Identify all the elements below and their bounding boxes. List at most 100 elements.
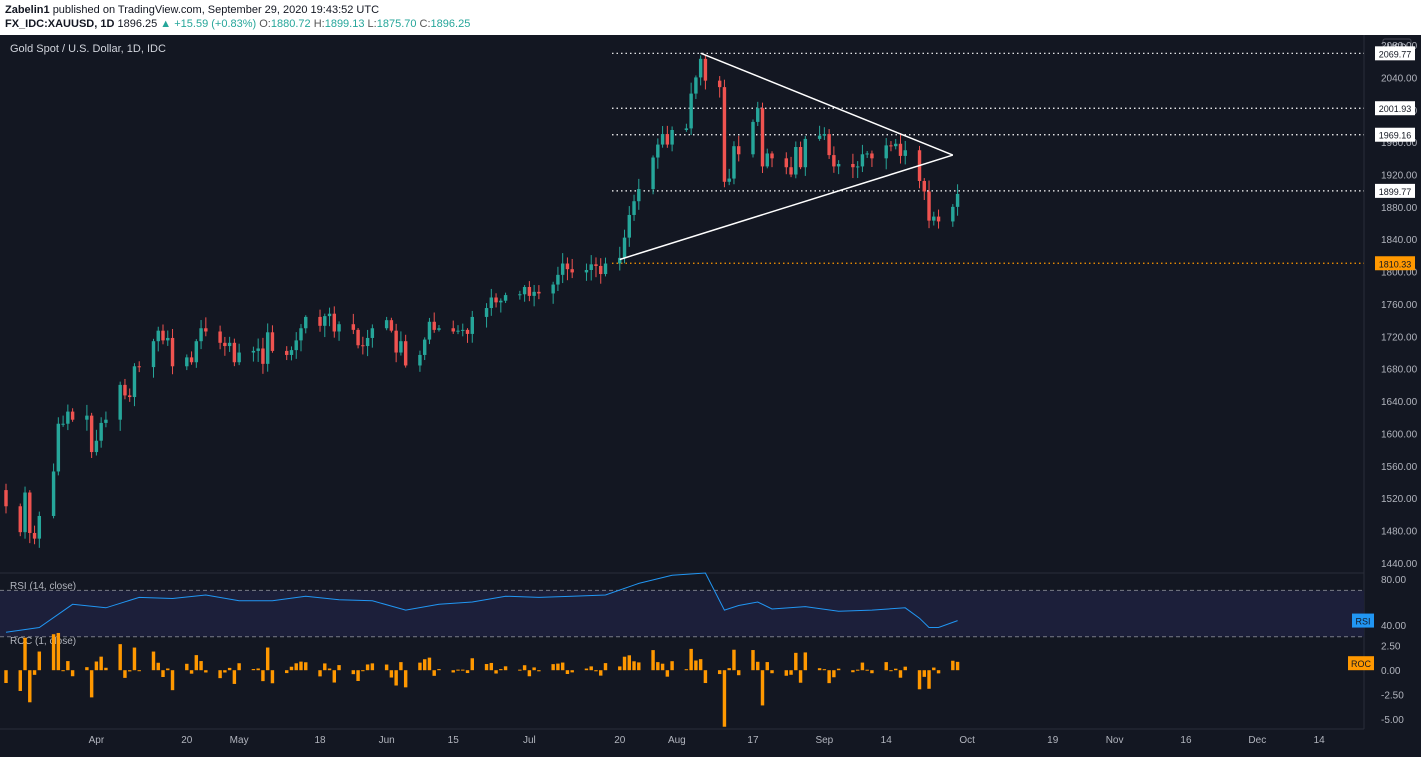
triangle-upper-trendline[interactable] — [700, 52, 954, 156]
roc-bar[interactable] — [418, 662, 422, 671]
roc-bar[interactable] — [803, 652, 808, 671]
candle-body[interactable] — [670, 130, 674, 145]
roc-bar[interactable] — [694, 660, 698, 671]
candle-body[interactable] — [456, 330, 460, 332]
candle-body[interactable] — [118, 384, 122, 420]
roc-bar[interactable] — [185, 663, 189, 671]
roc-bar[interactable] — [89, 670, 94, 698]
roc-bar[interactable] — [622, 656, 627, 671]
roc-bar[interactable] — [204, 670, 208, 673]
roc-bar[interactable] — [389, 670, 394, 678]
roc-bar[interactable] — [51, 634, 56, 671]
candle-body[interactable] — [204, 328, 208, 332]
roc-bar[interactable] — [456, 669, 460, 671]
candle-body[interactable] — [323, 316, 327, 326]
roc-bar[interactable] — [422, 659, 427, 671]
candle-body[interactable] — [865, 153, 869, 155]
roc-bar[interactable] — [822, 669, 827, 671]
candle-body[interactable] — [851, 163, 855, 168]
roc-bar[interactable] — [527, 670, 532, 677]
roc-bar[interactable] — [194, 655, 199, 671]
candle-body[interactable] — [955, 193, 960, 207]
candle-body[interactable] — [156, 330, 160, 342]
candle-body[interactable] — [304, 316, 308, 329]
candle-body[interactable] — [256, 348, 260, 351]
candle-body[interactable] — [684, 128, 689, 131]
candle-body[interactable] — [185, 357, 189, 367]
candle-body[interactable] — [23, 492, 27, 533]
roc-bar[interactable] — [917, 670, 922, 690]
candle-body[interactable] — [722, 87, 727, 182]
candle-body[interactable] — [251, 350, 256, 353]
candle-body[interactable] — [537, 291, 541, 294]
roc-bar[interactable] — [851, 670, 855, 673]
roc-bar[interactable] — [951, 660, 955, 671]
roc-bar[interactable] — [727, 668, 731, 671]
candle-body[interactable] — [760, 108, 765, 167]
roc-bar[interactable] — [903, 666, 907, 671]
roc-bar[interactable] — [637, 662, 641, 671]
roc-bar[interactable] — [584, 668, 589, 671]
candle-body[interactable] — [737, 146, 741, 155]
candle-body[interactable] — [656, 144, 660, 158]
roc-bar[interactable] — [332, 670, 337, 683]
roc-bar[interactable] — [737, 670, 741, 676]
candle-body[interactable] — [132, 366, 137, 398]
candle-body[interactable] — [189, 357, 194, 363]
candle-body[interactable] — [422, 339, 427, 355]
roc-bar[interactable] — [294, 663, 298, 671]
roc-bar[interactable] — [123, 670, 127, 678]
candle-body[interactable] — [784, 158, 789, 168]
candle-body[interactable] — [4, 490, 8, 507]
roc-bar[interactable] — [265, 647, 270, 671]
candle-body[interactable] — [199, 328, 203, 342]
roc-bar[interactable] — [451, 670, 455, 673]
candle-body[interactable] — [503, 295, 508, 301]
roc-bar[interactable] — [299, 661, 303, 671]
roc-bar[interactable] — [23, 637, 27, 671]
candle-body[interactable] — [599, 265, 603, 275]
candle-body[interactable] — [399, 341, 403, 353]
candle-body[interactable] — [318, 316, 322, 326]
roc-bar[interactable] — [37, 651, 42, 671]
roc-bar[interactable] — [327, 668, 332, 671]
candle-body[interactable] — [265, 332, 270, 364]
roc-bar[interactable] — [161, 670, 165, 678]
roc-bar[interactable] — [370, 663, 375, 671]
roc-bar[interactable] — [318, 670, 322, 677]
roc-bar[interactable] — [256, 668, 260, 671]
roc-bar[interactable] — [227, 667, 232, 671]
roc-bar[interactable] — [660, 663, 665, 671]
roc-bar[interactable] — [722, 670, 727, 727]
roc-bar[interactable] — [132, 647, 137, 671]
roc-bar[interactable] — [760, 670, 765, 706]
roc-bar[interactable] — [603, 663, 608, 671]
roc-bar[interactable] — [61, 670, 65, 672]
candle-body[interactable] — [332, 313, 337, 332]
candle-body[interactable] — [870, 153, 874, 159]
roc-bar[interactable] — [632, 661, 636, 671]
candle-body[interactable] — [465, 329, 470, 334]
candle-body[interactable] — [227, 342, 232, 347]
roc-bar[interactable] — [651, 650, 655, 671]
roc-bar[interactable] — [499, 669, 503, 671]
roc-bar[interactable] — [884, 662, 888, 671]
roc-bar[interactable] — [860, 662, 865, 671]
roc-bar[interactable] — [351, 670, 356, 675]
candle-body[interactable] — [223, 342, 227, 347]
candle-body[interactable] — [698, 58, 703, 78]
roc-bar[interactable] — [656, 662, 660, 671]
roc-bar[interactable] — [865, 669, 869, 671]
candle-body[interactable] — [660, 134, 665, 145]
chart-canvas[interactable]: Gold Spot / U.S. Dollar, 1D, IDC RSI (14,… — [0, 35, 1421, 757]
candle-body[interactable] — [551, 284, 555, 294]
candle-body[interactable] — [594, 264, 598, 266]
roc-bar[interactable] — [827, 670, 831, 684]
candle-body[interactable] — [751, 121, 755, 155]
candle-body[interactable] — [66, 411, 70, 424]
roc-bar[interactable] — [627, 655, 631, 671]
roc-bar[interactable] — [922, 670, 926, 677]
candle-body[interactable] — [237, 352, 241, 363]
roc-bar[interactable] — [18, 670, 22, 691]
roc-bar[interactable] — [361, 670, 365, 672]
